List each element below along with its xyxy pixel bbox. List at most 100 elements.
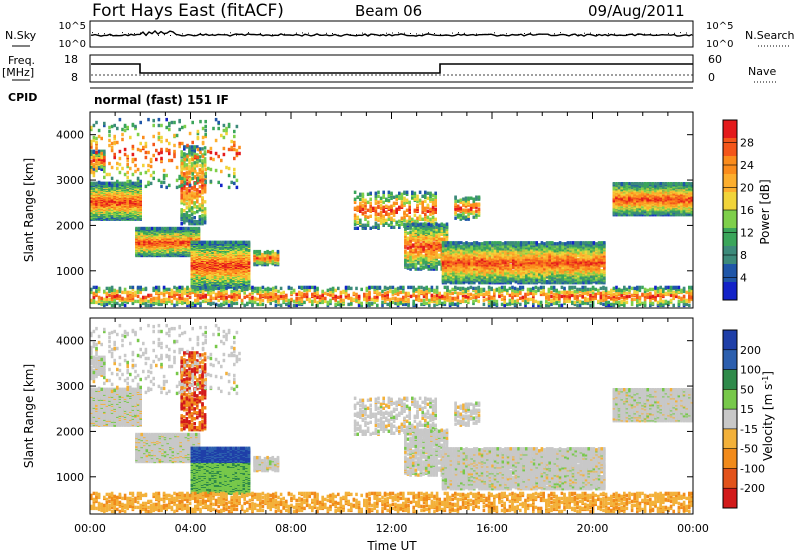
power-cell: [617, 287, 621, 292]
power-cell: [201, 196, 204, 200]
power-cell: [142, 287, 145, 292]
power-cell: [364, 206, 367, 210]
power-cell: [416, 197, 419, 201]
power-cell: [361, 203, 365, 207]
power-cell: [308, 297, 311, 302]
power-cell: [108, 286, 111, 291]
power-cell: [268, 250, 272, 255]
nave-tick-top: 60: [708, 53, 722, 66]
power-cell: [193, 222, 196, 226]
nsearch-point: [626, 34, 627, 35]
power-cell: [324, 291, 327, 296]
power-cell: [163, 226, 167, 231]
power-cell: [191, 301, 194, 306]
power-cell: [664, 285, 668, 290]
nsearch-point: [362, 32, 363, 34]
power-cell: [105, 181, 109, 185]
power-cell: [508, 286, 512, 291]
power-cell: [116, 301, 119, 306]
power-cell: [353, 219, 357, 223]
power-cell: [656, 300, 660, 305]
power-cell: [424, 206, 427, 210]
power-cell: [379, 218, 383, 222]
power-cell: [534, 285, 538, 290]
power-cell: [508, 301, 512, 306]
power-cell: [222, 285, 226, 290]
nsearch-point: [236, 34, 237, 36]
power-cell: [253, 249, 256, 254]
power-cell: [493, 296, 496, 301]
power-cell: [425, 289, 428, 294]
nsearch-point: [482, 33, 483, 35]
power-cell: [220, 302, 223, 307]
power-cell: [365, 298, 369, 303]
power-cell: [144, 286, 148, 291]
power-cell: [185, 182, 189, 186]
power-cell: [105, 302, 109, 307]
power-cell: [264, 287, 267, 292]
power-cell: [334, 297, 337, 302]
power-cell: [116, 181, 119, 185]
power-cell: [400, 195, 404, 199]
power-cell: [526, 297, 530, 302]
power-cell: [190, 186, 194, 190]
power-cell: [277, 294, 280, 299]
power-cell: [209, 285, 213, 290]
power-cell: [438, 298, 441, 303]
nsearch-point: [170, 35, 171, 36]
nsearch-point: [632, 33, 633, 35]
power-cell: [123, 290, 127, 295]
power-cell: [420, 302, 423, 307]
power-cell: [207, 290, 210, 295]
power-cell: [233, 286, 236, 291]
power-cell: [400, 203, 404, 207]
power-cell: [344, 285, 348, 290]
power-cell: [253, 300, 257, 305]
power-cell: [555, 288, 558, 293]
power-cell: [390, 204, 393, 208]
power-cell: [656, 293, 660, 298]
power-cell: [261, 257, 264, 262]
power-cell: [448, 295, 452, 300]
power-cell: [625, 287, 629, 292]
power-cell: [173, 303, 176, 308]
power-cell: [92, 298, 96, 303]
power-cell: [451, 291, 454, 296]
power-cell: [213, 240, 217, 244]
power-cell: [203, 187, 207, 191]
power-cell: [602, 302, 605, 307]
nsearch-point: [650, 33, 651, 35]
power-cell: [282, 294, 285, 299]
power-cell: [347, 285, 350, 290]
power-cell: [511, 299, 514, 304]
power-cell: [474, 289, 478, 294]
power-cell: [443, 291, 447, 296]
power-cell: [416, 216, 419, 220]
nsearch-point: [134, 33, 135, 35]
power-cell: [183, 162, 186, 166]
power-cell: [274, 292, 278, 297]
power-cell: [196, 194, 199, 198]
power-cell: [298, 290, 301, 295]
power-cell: [581, 294, 584, 299]
power-cell: [428, 287, 431, 292]
nsearch-point: [674, 32, 675, 34]
power-cell: [519, 302, 522, 307]
power-cell: [190, 200, 194, 204]
power-cell: [198, 175, 202, 179]
power-cell: [350, 301, 353, 306]
nsearch-point: [434, 33, 435, 34]
nsearch-point: [614, 33, 615, 35]
power-cell: [394, 301, 397, 306]
power-cell: [287, 285, 291, 290]
power-cell: [374, 201, 378, 205]
power-cell: [123, 287, 127, 292]
power-cell: [229, 240, 233, 244]
nsearch-point: [680, 32, 681, 34]
power-cell: [376, 289, 379, 294]
power-cell: [500, 302, 504, 307]
power-cell: [474, 298, 478, 303]
power-cell: [243, 303, 246, 308]
power-cell: [258, 249, 262, 254]
power-cell: [263, 253, 267, 258]
